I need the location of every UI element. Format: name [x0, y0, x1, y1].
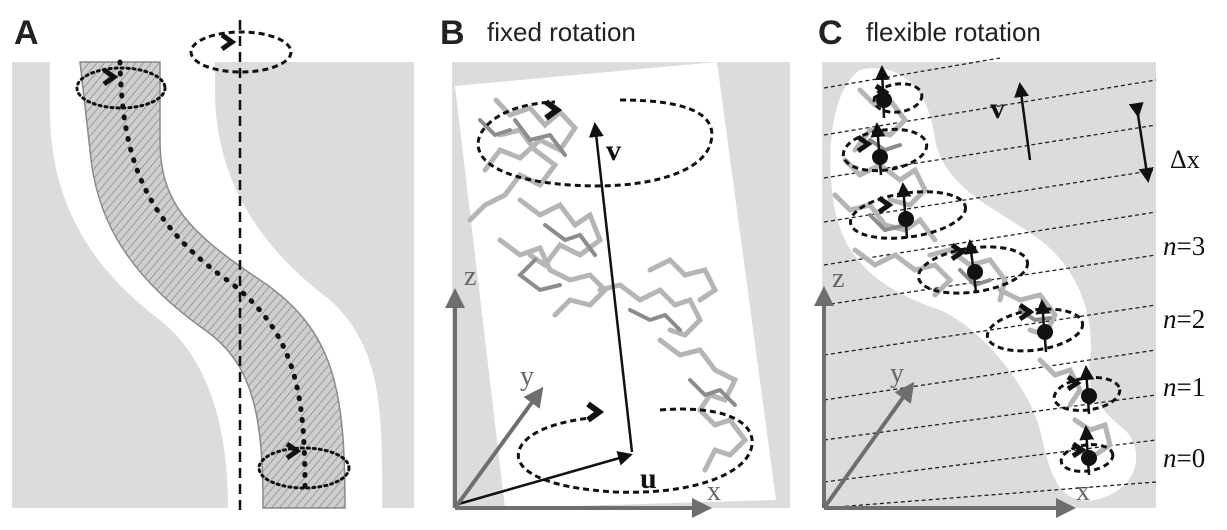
panel-c-letter: C	[818, 14, 843, 52]
panel-b-y-label: y	[520, 361, 534, 392]
panel-b-molecule	[467, 97, 749, 473]
panel-a-helix-axis	[117, 59, 308, 498]
panel-c-dx-bracket	[1128, 101, 1154, 183]
panel-a-letter: A	[14, 14, 39, 52]
panel-b-u-vector	[454, 451, 633, 507]
panel-a-tube	[79, 61, 346, 509]
panel-c-dx-label: Δx	[1170, 145, 1200, 174]
panel-a-rotation-ellipse	[189, 30, 293, 74]
panel-b-top-chevron	[544, 99, 563, 121]
panel-a-rotation-chevron	[220, 32, 237, 52]
panel-b-y-axis	[453, 386, 544, 510]
panel-b-v-label: v	[606, 134, 621, 167]
panel-c-title: flexible rotation	[866, 17, 1041, 47]
panel-c-n3-label: n=3	[1163, 231, 1205, 261]
panel-c-n0-label: n=0	[1163, 443, 1205, 473]
panel-c-chevrons	[856, 83, 1087, 459]
panel-c: C flexible rotation	[814, 14, 1205, 518]
panel-b-top-ellipse	[476, 98, 714, 188]
panel-b-x-label: x	[707, 476, 721, 507]
panel-b-z-label: z	[464, 261, 476, 292]
panel-c-y-label: y	[890, 358, 904, 389]
panel-a-bottom-ellipse	[257, 446, 351, 490]
panel-c-z-label: z	[832, 263, 844, 294]
panel-a-top-chevron	[102, 67, 119, 87]
panel-c-v-vector	[1014, 82, 1032, 161]
panel-a-top-ellipse	[75, 66, 167, 110]
panel-c-x-label: x	[1076, 476, 1090, 507]
panel-c-y-axis	[822, 381, 915, 510]
panel-c-n1-label: n=1	[1163, 372, 1205, 402]
panel-b: B fixed rotation v	[440, 14, 790, 518]
panel-a: A	[12, 14, 414, 515]
panel-b-bottom-ellipse	[516, 407, 754, 494]
panel-b-v-vector	[588, 122, 634, 453]
panel-b-u-label: u	[640, 462, 657, 495]
panel-c-local-axes	[870, 65, 1097, 476]
panel-c-n2-label: n=2	[1163, 304, 1205, 334]
panel-b-letter: B	[440, 14, 465, 52]
panel-c-v-label: v	[990, 92, 1005, 125]
panel-a-bottom-chevron	[285, 441, 302, 461]
panel-b-title: fixed rotation	[487, 17, 636, 47]
panel-b-bottom-chevron	[586, 401, 605, 423]
